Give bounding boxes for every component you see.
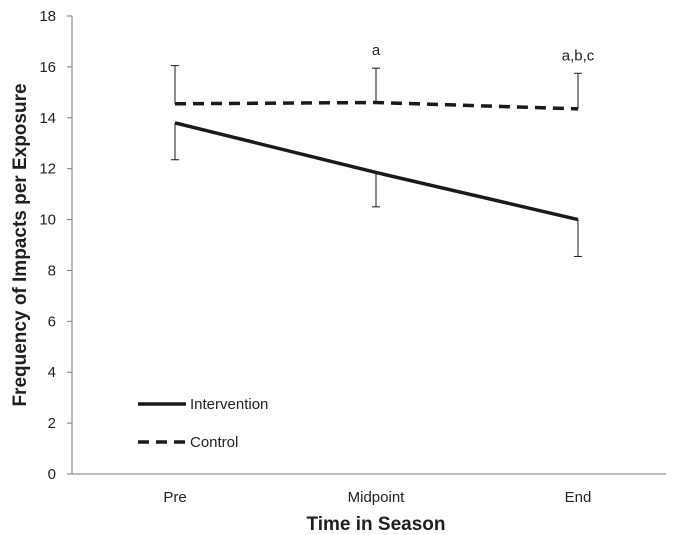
annotation: a,b,c (562, 47, 595, 64)
y-tick-label: 8 (48, 262, 56, 279)
y-tick-label: 2 (48, 415, 56, 432)
y-axis-title: Frequency of Impacts per Exposure (10, 83, 31, 406)
y-tick-label: 12 (39, 161, 56, 178)
annotation: a (372, 42, 381, 59)
series-line-control (174, 100, 579, 111)
legend-label-control: Control (190, 434, 238, 451)
x-axis-title: Time in Season (306, 514, 445, 535)
y-tick-label: 16 (39, 59, 56, 76)
y-tick-label: 18 (39, 8, 56, 25)
y-tick-label: 0 (48, 466, 56, 483)
y-tick-label: 6 (48, 313, 56, 330)
series-layer (171, 65, 582, 257)
legend: Intervention Control (138, 396, 268, 451)
y-axis: 0 2 4 6 8 10 12 14 16 18 (39, 8, 73, 483)
y-tick-label: 4 (48, 364, 56, 381)
x-tick-label: Pre (163, 489, 186, 506)
x-axis: Pre Midpoint End (72, 473, 666, 506)
annotations: a a,b,c (372, 42, 595, 64)
y-tick-label: 10 (39, 212, 56, 229)
legend-label-intervention: Intervention (190, 396, 268, 413)
y-tick-label: 14 (39, 110, 56, 127)
x-tick-label: Midpoint (348, 489, 406, 506)
x-tick-label: End (565, 489, 592, 506)
